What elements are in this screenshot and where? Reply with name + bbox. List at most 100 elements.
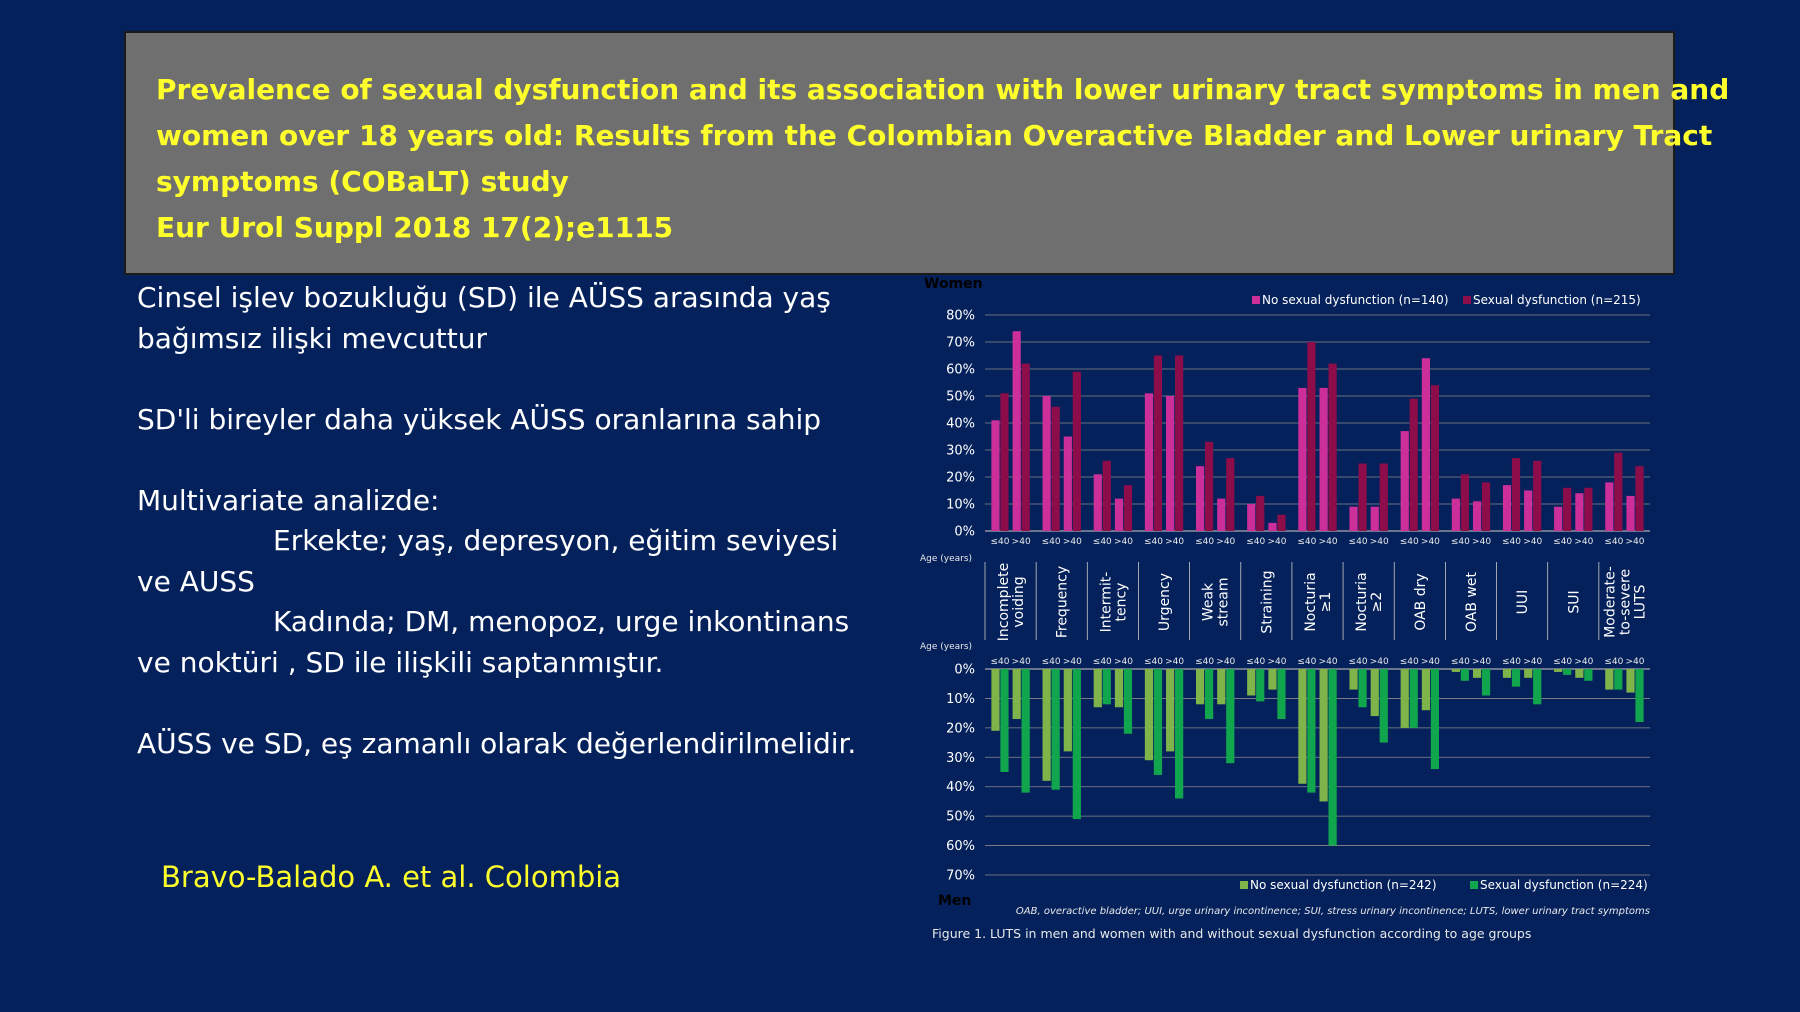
bar-men bbox=[1421, 669, 1431, 711]
category-label: tency bbox=[1113, 583, 1129, 622]
bar-men bbox=[1012, 669, 1021, 720]
age-tick-label: ≤40 bbox=[1349, 657, 1368, 667]
age-tick-label: >40 bbox=[1267, 537, 1286, 547]
luts-chart: 0% 10% 20% 30% 40% 50% 60% 70% 80% 0% 10% 20% 30% 40%… bbox=[920, 276, 1650, 941]
bar-women bbox=[1175, 355, 1184, 531]
bar-women bbox=[1247, 504, 1256, 531]
bar-men bbox=[1502, 669, 1512, 678]
bar-men bbox=[1575, 669, 1584, 678]
age-tick-label: ≤40 bbox=[1502, 657, 1521, 667]
age-tick-label: ≤40 bbox=[1144, 657, 1163, 667]
age-tick-label: ≤40 bbox=[1093, 657, 1112, 667]
bar-men bbox=[1217, 669, 1226, 705]
y-tick-label: 30% bbox=[946, 444, 975, 459]
bar-men bbox=[1584, 669, 1593, 681]
y-tick-label: 80% bbox=[946, 309, 975, 324]
bar-women bbox=[1575, 493, 1584, 531]
y-tick-label: 60% bbox=[946, 363, 975, 378]
category-label: Frequency bbox=[1055, 566, 1071, 638]
age-tick-label: ≤40 bbox=[1604, 657, 1623, 667]
bar-women bbox=[1328, 363, 1337, 531]
bar-women bbox=[1268, 522, 1277, 531]
age-tick-label: >40 bbox=[1114, 537, 1133, 547]
bar-men bbox=[1409, 669, 1418, 728]
slide-title: Prevalence of sexual dysfunction and its… bbox=[156, 67, 1729, 251]
bar-men bbox=[1051, 669, 1060, 790]
chart-footnote: OAB, overactive bladder; UUI, urge urina… bbox=[1016, 906, 1650, 917]
legend-label: No sexual dysfunction (n=242) bbox=[1250, 878, 1437, 892]
age-tick-label: >40 bbox=[1165, 537, 1184, 547]
bar-men bbox=[1430, 669, 1440, 770]
bar-men bbox=[1511, 669, 1521, 687]
legend-label: Sexual dysfunction (n=224) bbox=[1480, 878, 1648, 892]
body-line: bağımsız ilişki mevcuttur bbox=[137, 321, 487, 355]
y-tick-label: 10% bbox=[946, 498, 975, 513]
category-label: stream bbox=[1216, 577, 1232, 626]
title-line: women over 18 years old: Results from th… bbox=[156, 119, 1713, 152]
bar-women bbox=[1533, 460, 1542, 531]
bar-women bbox=[1063, 436, 1072, 531]
y-tick-label: 50% bbox=[946, 810, 975, 825]
y-tick-label: 30% bbox=[946, 751, 975, 766]
bar-women bbox=[1256, 495, 1265, 531]
age-tick-label: >40 bbox=[1319, 657, 1338, 667]
age-tick-label: ≤40 bbox=[1246, 537, 1265, 547]
bar-men bbox=[1256, 669, 1265, 702]
bar-men bbox=[1000, 669, 1009, 772]
bar-men bbox=[1319, 669, 1328, 802]
category-label: Moderate- bbox=[1602, 566, 1618, 638]
age-tick-label: >40 bbox=[1574, 537, 1593, 547]
body-line: Multivariate analizde: bbox=[137, 483, 440, 517]
category-label: OAB dry bbox=[1413, 573, 1429, 630]
body-line: ve AUSS bbox=[137, 564, 255, 598]
bar-women bbox=[1319, 387, 1328, 531]
bar-men bbox=[1144, 669, 1154, 761]
age-tick-label: ≤40 bbox=[1400, 537, 1419, 547]
bar-women bbox=[1511, 458, 1521, 531]
bar-women bbox=[1409, 398, 1418, 531]
bar-men bbox=[1328, 669, 1337, 846]
bar-men bbox=[1605, 669, 1614, 690]
bar-men bbox=[1247, 669, 1256, 696]
category-label: Nocturia bbox=[1303, 572, 1319, 631]
legend-swatch bbox=[1463, 296, 1471, 304]
bar-men bbox=[1102, 669, 1111, 705]
bar-women bbox=[1379, 463, 1388, 531]
age-tick-label: ≤40 bbox=[1093, 537, 1112, 547]
bar-women bbox=[1102, 460, 1111, 531]
age-tick-label: >40 bbox=[1370, 657, 1389, 667]
category-label: Intermit- bbox=[1098, 572, 1114, 633]
y-tick-label: 40% bbox=[946, 780, 975, 795]
title-line: symptoms (COBaLT) study bbox=[156, 165, 569, 198]
bar-women bbox=[1114, 498, 1124, 531]
bar-women bbox=[1166, 396, 1175, 531]
bar-women bbox=[1635, 466, 1644, 531]
spacer bbox=[137, 440, 857, 481]
age-tick-label: >40 bbox=[1370, 537, 1389, 547]
y-tick-label: 70% bbox=[946, 336, 975, 351]
bar-women bbox=[1584, 487, 1593, 531]
age-tick-label: >40 bbox=[1421, 657, 1440, 667]
age-tick-label: >40 bbox=[1626, 657, 1645, 667]
bar-men bbox=[1226, 669, 1235, 764]
bar-women bbox=[1614, 452, 1623, 531]
age-tick-label: ≤40 bbox=[1502, 537, 1521, 547]
bar-men bbox=[1268, 669, 1277, 690]
bar-women bbox=[1072, 371, 1081, 531]
bar-men bbox=[1175, 669, 1184, 799]
category-label: voiding bbox=[1011, 576, 1027, 627]
bar-women bbox=[1204, 441, 1214, 531]
bar-men bbox=[1195, 669, 1205, 705]
body-line: Cinsel işlev bozukluğu (SD) ile AÜSS ara… bbox=[137, 281, 831, 314]
bar-women bbox=[1400, 431, 1409, 531]
age-tick-label: >40 bbox=[1165, 657, 1184, 667]
bar-men bbox=[1626, 669, 1635, 693]
age-tick-label: >40 bbox=[1012, 537, 1031, 547]
bar-women bbox=[1502, 485, 1512, 531]
age-tick-label: >40 bbox=[1012, 657, 1031, 667]
figure-caption: Figure 1. LUTS in men and women with and… bbox=[932, 926, 1531, 941]
age-tick-label: ≤40 bbox=[1451, 657, 1470, 667]
panel-label-women: Women bbox=[924, 276, 983, 292]
category-label: Straining bbox=[1259, 570, 1275, 633]
age-axis-label: Age (years) bbox=[920, 554, 972, 564]
